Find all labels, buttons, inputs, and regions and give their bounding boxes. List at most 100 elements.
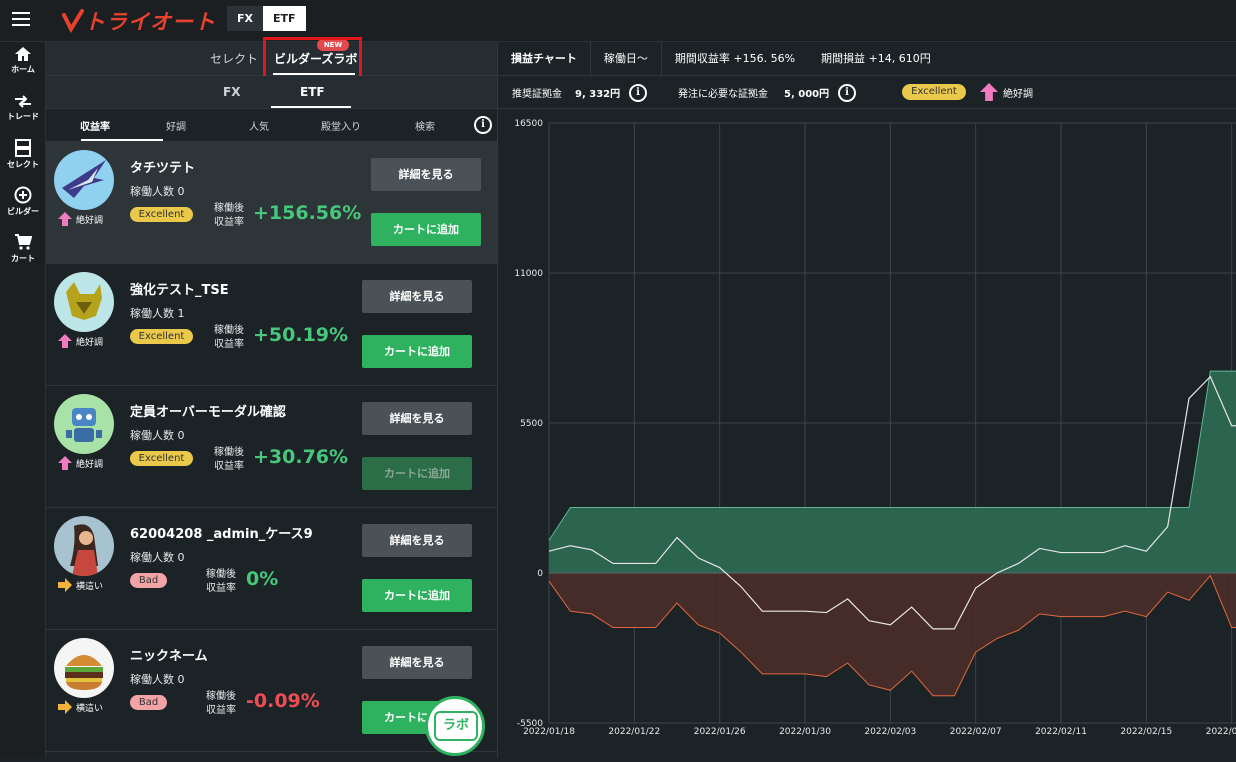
tab-builders-lab[interactable]: ビルダーズラボ	[274, 52, 358, 66]
add-to-cart-button[interactable]: カートに追加	[362, 579, 472, 612]
tab-etf[interactable]: ETF	[300, 85, 325, 99]
user-count: 稼働人数 0	[130, 185, 185, 198]
user-count: 稼働人数 1	[130, 307, 185, 320]
strategy-card[interactable]: 横這い 62004208 _admin_ケース9 稼働人数 0 Bad 稼働後収…	[46, 508, 497, 630]
wolf-avatar-icon	[66, 282, 102, 320]
y-tick-label: 16500	[514, 119, 543, 129]
tab-fx[interactable]: FX	[223, 85, 241, 99]
hamburger-menu-icon[interactable]	[12, 12, 30, 26]
info-icon[interactable]: i	[474, 116, 492, 134]
rate-label-line1: 稼働後	[214, 203, 244, 214]
max-profit-line	[548, 370, 1236, 541]
new-badge: NEW	[317, 39, 349, 51]
nav-home-label: ホーム	[11, 65, 35, 74]
return-rate: +156.56%	[253, 202, 362, 224]
y-tick-label: 11000	[514, 269, 543, 279]
info-icon[interactable]: i	[629, 84, 647, 102]
market-switch: FX ETF	[227, 6, 306, 31]
add-to-cart-button-disabled: カートに追加	[362, 457, 472, 490]
x-tick-label: 2022/02/11	[1035, 727, 1087, 737]
labo-floating-button[interactable]: ラボ	[425, 696, 485, 756]
max-profit-area	[549, 371, 1236, 573]
trend-label: 絶好調	[1003, 89, 1033, 100]
nav-builder[interactable]: ビルダー	[0, 186, 46, 217]
pl-chart-panel: 損益チャート 稼働日～ 期間収益率 +156. 56% 期間損益 +14, 61…	[497, 41, 1236, 758]
strategy-name: ニックネーム	[130, 649, 208, 664]
trend-indicator: 横這い	[58, 578, 103, 592]
trend-indicator: 絶好調	[58, 212, 103, 226]
nav-home[interactable]: ホーム	[0, 46, 46, 75]
tab-popular[interactable]: 人気	[249, 122, 269, 133]
rate-label-line2: 収益率	[206, 705, 236, 716]
net-pl-line	[548, 375, 1236, 630]
rate-label-line2: 収益率	[206, 583, 236, 594]
top-bar: トライオート FX ETF	[0, 0, 1236, 42]
recommended-margin-label: 推奨証拠金	[512, 89, 562, 100]
nav-trade-label: トレード	[7, 112, 39, 121]
trend-label: 絶好調	[76, 337, 104, 348]
detail-button[interactable]: 詳細を見る	[362, 524, 472, 557]
recommended-margin-value: 9, 332円	[575, 89, 621, 100]
trend-indicator: 絶好調	[58, 334, 103, 348]
logo[interactable]: トライオート	[62, 7, 216, 35]
market-tab-fx[interactable]: FX	[227, 6, 263, 31]
y-tick-label: 0	[537, 569, 543, 579]
x-tick-label: 2022/02/07	[950, 727, 1002, 737]
add-to-cart-button[interactable]: カートに追加	[362, 335, 472, 368]
strategy-name: 強化テスト_TSE	[130, 283, 229, 298]
strategy-card[interactable]: 絶好調 強化テスト_TSE 稼働人数 1 Excellent 稼働後 収益率 +5…	[46, 264, 497, 386]
nav-cart[interactable]: カート	[0, 233, 46, 264]
trend-indicator: 絶好調	[58, 456, 103, 470]
add-to-cart-button[interactable]: カートに追加	[371, 213, 481, 246]
status-badge: Excellent	[130, 451, 193, 466]
tab-hall-of-fame[interactable]: 殿堂入り	[321, 122, 361, 133]
max-loss-line	[548, 574, 1236, 697]
arrow-up-icon	[58, 212, 72, 226]
rate-label-line1: 稼働後	[206, 569, 236, 580]
pl-chart[interactable]: 16500 11000 5500 0 -5500 2022/01/18 2022/01/22…	[498, 112, 1236, 758]
tab-search[interactable]: 検索	[415, 122, 435, 133]
rate-label: 稼働後 収益率	[214, 202, 244, 230]
rate-label-line2: 収益率	[214, 217, 244, 228]
detail-button[interactable]: 詳細を見る	[362, 402, 472, 435]
x-tick-label: 2022/01/22	[608, 727, 660, 737]
detail-button[interactable]: 詳細を見る	[371, 158, 481, 191]
period-return: 期間収益率 +156. 56%	[674, 51, 796, 65]
rate-label: 稼働後 収益率	[206, 690, 236, 718]
return-rate: +30.76%	[253, 446, 349, 468]
nav-trade[interactable]: トレード	[0, 93, 46, 122]
strategy-card[interactable]: 絶好調 定員オーバーモーダル確認 稼働人数 0 Excellent 稼働後 収益率…	[46, 386, 497, 508]
period-profit: 期間損益 +14, 610円	[821, 51, 931, 65]
arrow-right-icon	[58, 700, 72, 714]
tab-good[interactable]: 好調	[166, 122, 186, 133]
avatar	[54, 516, 114, 576]
chart-tab-period[interactable]: 稼働日～	[591, 41, 662, 76]
x-tick-label: 2022/01/18	[523, 727, 575, 737]
chart-header: 損益チャート 稼働日～ 期間収益率 +156. 56% 期間損益 +14, 61…	[498, 41, 1236, 76]
market-tab-etf[interactable]: ETF	[263, 6, 306, 31]
chart-tab-pl[interactable]: 損益チャート	[498, 41, 591, 76]
trend-label: 横這い	[76, 581, 104, 592]
tab-select[interactable]: セレクト	[210, 52, 259, 66]
rate-label-line1: 稼働後	[214, 447, 244, 458]
info-icon[interactable]: i	[838, 84, 856, 102]
detail-button[interactable]: 詳細を見る	[362, 280, 472, 313]
nav-select[interactable]: セレクト	[0, 139, 46, 170]
max-loss-area	[549, 573, 1236, 696]
trend-label: 絶好調	[76, 459, 104, 470]
avatar	[54, 638, 114, 698]
y-tick-label: -5500	[517, 719, 543, 729]
eagle-avatar-icon	[62, 160, 106, 198]
strategy-name: タチツテト	[130, 161, 196, 176]
tab-return-rate[interactable]: 収益率	[80, 122, 110, 133]
status-badge: Excellent	[902, 84, 966, 100]
avatar	[54, 394, 114, 454]
strategy-card[interactable]: 絶好調 タチツテト 稼働人数 0 Excellent 稼働後 収益率 +156.5…	[46, 142, 497, 264]
market-tabs: FX ETF	[46, 76, 497, 109]
labo-label: ラボ	[434, 711, 478, 741]
avatar	[54, 272, 114, 332]
detail-button[interactable]: 詳細を見る	[362, 646, 472, 679]
strategy-list-panel: セレクト ビルダーズラボ NEW FX ETF 収益率 好調 人気 殿堂入り 検…	[46, 37, 497, 758]
margin-info-bar: 推奨証拠金 9, 332円 i 発注に必要な証拠金 5, 000円 i Exce…	[498, 76, 1236, 109]
arrow-up-icon	[58, 334, 72, 348]
